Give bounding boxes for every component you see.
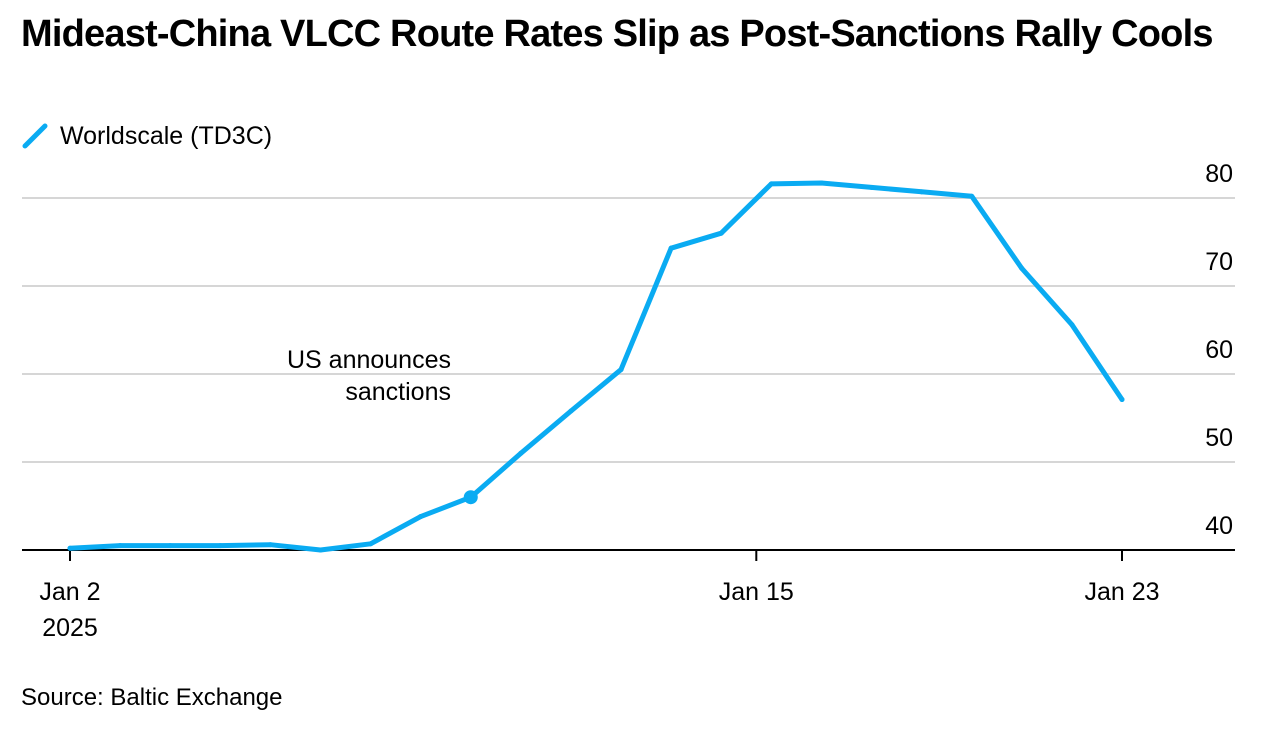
grid-lines xyxy=(22,197,1235,463)
y-tick-60: 60 xyxy=(1205,336,1233,364)
data-point-15 xyxy=(818,180,824,186)
data-point-7 xyxy=(418,514,424,520)
series-layer xyxy=(67,180,1125,553)
data-point-10 xyxy=(568,408,574,414)
legend-label: Worldscale (TD3C) xyxy=(60,121,273,150)
x-axis: Jan 2 2025 Jan 15 Jan 23 xyxy=(22,549,1235,642)
data-point-2 xyxy=(167,543,173,549)
chart-title: Mideast-China VLCC Route Rates Slip as P… xyxy=(21,13,1213,55)
data-point-0 xyxy=(67,545,73,551)
series-line-0 xyxy=(67,180,1125,553)
data-point-11 xyxy=(618,367,624,373)
data-point-17 xyxy=(919,189,925,195)
x-tick-label-0: Jan 2 xyxy=(39,578,100,606)
data-point-16 xyxy=(869,184,875,190)
x-tick-label-1: Jan 15 xyxy=(719,578,794,606)
annotation-line2: sanctions xyxy=(345,378,451,406)
annotation: US announces sanctions xyxy=(287,346,451,406)
data-point-21 xyxy=(1119,397,1125,403)
line-chart: 40 50 60 70 80 Jan 2 2025 Jan 15 Jan 23 US anno… xyxy=(22,160,1235,642)
data-point-6 xyxy=(368,541,374,547)
annotation-line1: US announces xyxy=(287,346,451,374)
data-point-12 xyxy=(668,245,674,251)
data-point-4 xyxy=(267,542,273,548)
legend-line-icon xyxy=(22,123,48,149)
data-point-13 xyxy=(718,230,724,236)
y-axis-ticks: 40 50 60 70 80 xyxy=(1205,160,1233,540)
x-tick-sublabel-0: 2025 xyxy=(42,614,98,642)
data-point-14 xyxy=(768,181,774,187)
data-point-20 xyxy=(1069,322,1075,328)
data-point-19 xyxy=(1019,265,1025,271)
data-point-9 xyxy=(518,450,524,456)
data-point-1 xyxy=(117,543,123,549)
data-point-5 xyxy=(317,547,323,553)
annotation-marker xyxy=(463,490,478,505)
y-tick-40: 40 xyxy=(1205,512,1233,540)
y-tick-50: 50 xyxy=(1205,424,1233,452)
x-tick-label-2: Jan 23 xyxy=(1084,578,1159,606)
data-point-18 xyxy=(969,193,975,199)
data-point-3 xyxy=(217,543,223,549)
y-tick-80: 80 xyxy=(1205,160,1233,188)
legend: Worldscale (TD3C) xyxy=(22,120,272,152)
y-tick-70: 70 xyxy=(1205,248,1233,276)
source-note: Source: Baltic Exchange xyxy=(21,684,283,711)
